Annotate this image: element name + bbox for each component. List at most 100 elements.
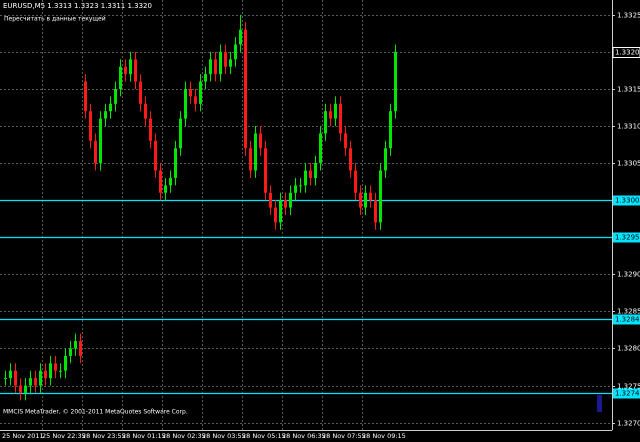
candle-body xyxy=(279,200,282,223)
y-tick-label: 1.3285 xyxy=(617,308,640,316)
candle-body xyxy=(324,111,327,134)
y-tick-label: 1.3305 xyxy=(617,160,640,168)
candle-body xyxy=(394,51,397,112)
candle-body xyxy=(214,59,217,75)
candle-body xyxy=(179,118,182,149)
candle-body xyxy=(344,133,347,149)
candle-body xyxy=(209,59,212,75)
y-tick-label: 1.3310 xyxy=(617,123,640,131)
candle-body xyxy=(349,148,352,171)
candle-body xyxy=(79,341,82,356)
candle-body xyxy=(164,185,167,193)
volume-marker xyxy=(597,395,602,412)
candle-body xyxy=(389,111,392,149)
candle-body xyxy=(54,363,57,371)
candle-body xyxy=(289,192,292,208)
price-label: 1.3295 xyxy=(615,234,640,242)
candle-body xyxy=(29,378,32,386)
candle-body xyxy=(379,170,382,223)
candle-body xyxy=(19,385,22,393)
price-label-box xyxy=(613,314,640,325)
chart-subtitle: Пересчитать в данные текущей xyxy=(4,16,106,23)
candle-body xyxy=(89,111,92,141)
candle-body xyxy=(149,118,152,141)
price-label: 1.3300 xyxy=(615,197,640,205)
candle-body xyxy=(174,148,177,178)
candle-body xyxy=(254,133,257,171)
candle-body xyxy=(224,51,227,67)
y-tick-label: 1.3275 xyxy=(617,383,640,391)
x-tick-label: 28 Nov 03:55 xyxy=(202,432,246,440)
candle-body xyxy=(44,370,47,379)
candle-body xyxy=(264,148,267,193)
footer: MMCIS MetaTrader, © 2001-2011 MetaQuotes… xyxy=(3,409,188,416)
candle-body xyxy=(134,59,137,82)
candle-body xyxy=(9,370,12,379)
candle-body xyxy=(94,140,97,164)
candle-body xyxy=(249,148,252,171)
candle-body xyxy=(339,103,342,134)
x-tick-label: 28 Nov 09:15 xyxy=(362,432,406,440)
y-tick-label: 1.3325 xyxy=(617,12,640,20)
candle-body xyxy=(319,133,322,164)
candle-body xyxy=(184,88,187,119)
candle-body xyxy=(109,103,112,112)
chart-title: EURUSD,M5 1.3313 1.3323 1.3311 1.3320 xyxy=(3,2,152,10)
last-price-label: 1.3320 xyxy=(615,49,640,57)
candle-body xyxy=(334,103,337,119)
candle-body xyxy=(74,341,77,349)
candle-body xyxy=(199,81,202,104)
candle-body xyxy=(259,133,262,149)
candle-body xyxy=(244,29,247,149)
candle-body xyxy=(119,66,122,89)
candle-body xyxy=(354,170,357,193)
price-label: 1.3284 xyxy=(615,316,640,324)
candle-body xyxy=(114,88,117,104)
price-label-box xyxy=(613,195,640,206)
price-label-box xyxy=(613,232,640,243)
candle-body xyxy=(239,29,242,45)
candle-body xyxy=(269,192,272,208)
y-tick-label: 1.3315 xyxy=(617,86,640,94)
x-tick-label: 25 Nov 22:35 xyxy=(42,432,86,440)
candle-body xyxy=(14,370,17,386)
y-tick-label: 1.3280 xyxy=(617,345,640,353)
candle-body xyxy=(384,148,387,171)
x-tick-label: 28 Nov 06:35 xyxy=(282,432,326,440)
candle-body xyxy=(69,348,72,356)
price-label: 1.3274 xyxy=(615,390,640,398)
candle-body xyxy=(234,44,237,60)
candle-body xyxy=(294,185,297,193)
candle-body xyxy=(204,74,207,82)
candle-body xyxy=(84,81,87,112)
candle-body xyxy=(369,192,372,201)
candle-body xyxy=(374,200,377,223)
candle-body xyxy=(309,170,312,178)
price-label-box xyxy=(613,388,640,399)
candle-body xyxy=(299,185,302,187)
candle-body xyxy=(104,111,107,119)
candle-body xyxy=(329,111,332,119)
candle-body xyxy=(39,370,42,386)
candle-body xyxy=(359,192,362,208)
candle-body xyxy=(49,363,52,379)
candle-body xyxy=(304,170,307,186)
x-tick-label: 28 Nov 23:55 xyxy=(82,432,126,440)
candle-body xyxy=(59,370,62,372)
candle-body xyxy=(364,192,367,208)
candle-body xyxy=(139,81,142,104)
candle-body xyxy=(34,378,37,386)
candle-body xyxy=(219,51,222,75)
x-tick-label: 28 Nov 01:15 xyxy=(122,432,166,440)
candle-body xyxy=(284,200,287,208)
x-tick-label: 25 Nov 2011 xyxy=(2,432,44,440)
candle-body xyxy=(159,170,162,193)
candle-body xyxy=(189,88,192,97)
x-tick-label: 28 Nov 07:55 xyxy=(322,432,366,440)
y-tick-label: 1.3270 xyxy=(617,420,640,428)
candle-body xyxy=(169,177,172,186)
candle-body xyxy=(194,96,197,104)
candle-body xyxy=(99,118,102,164)
